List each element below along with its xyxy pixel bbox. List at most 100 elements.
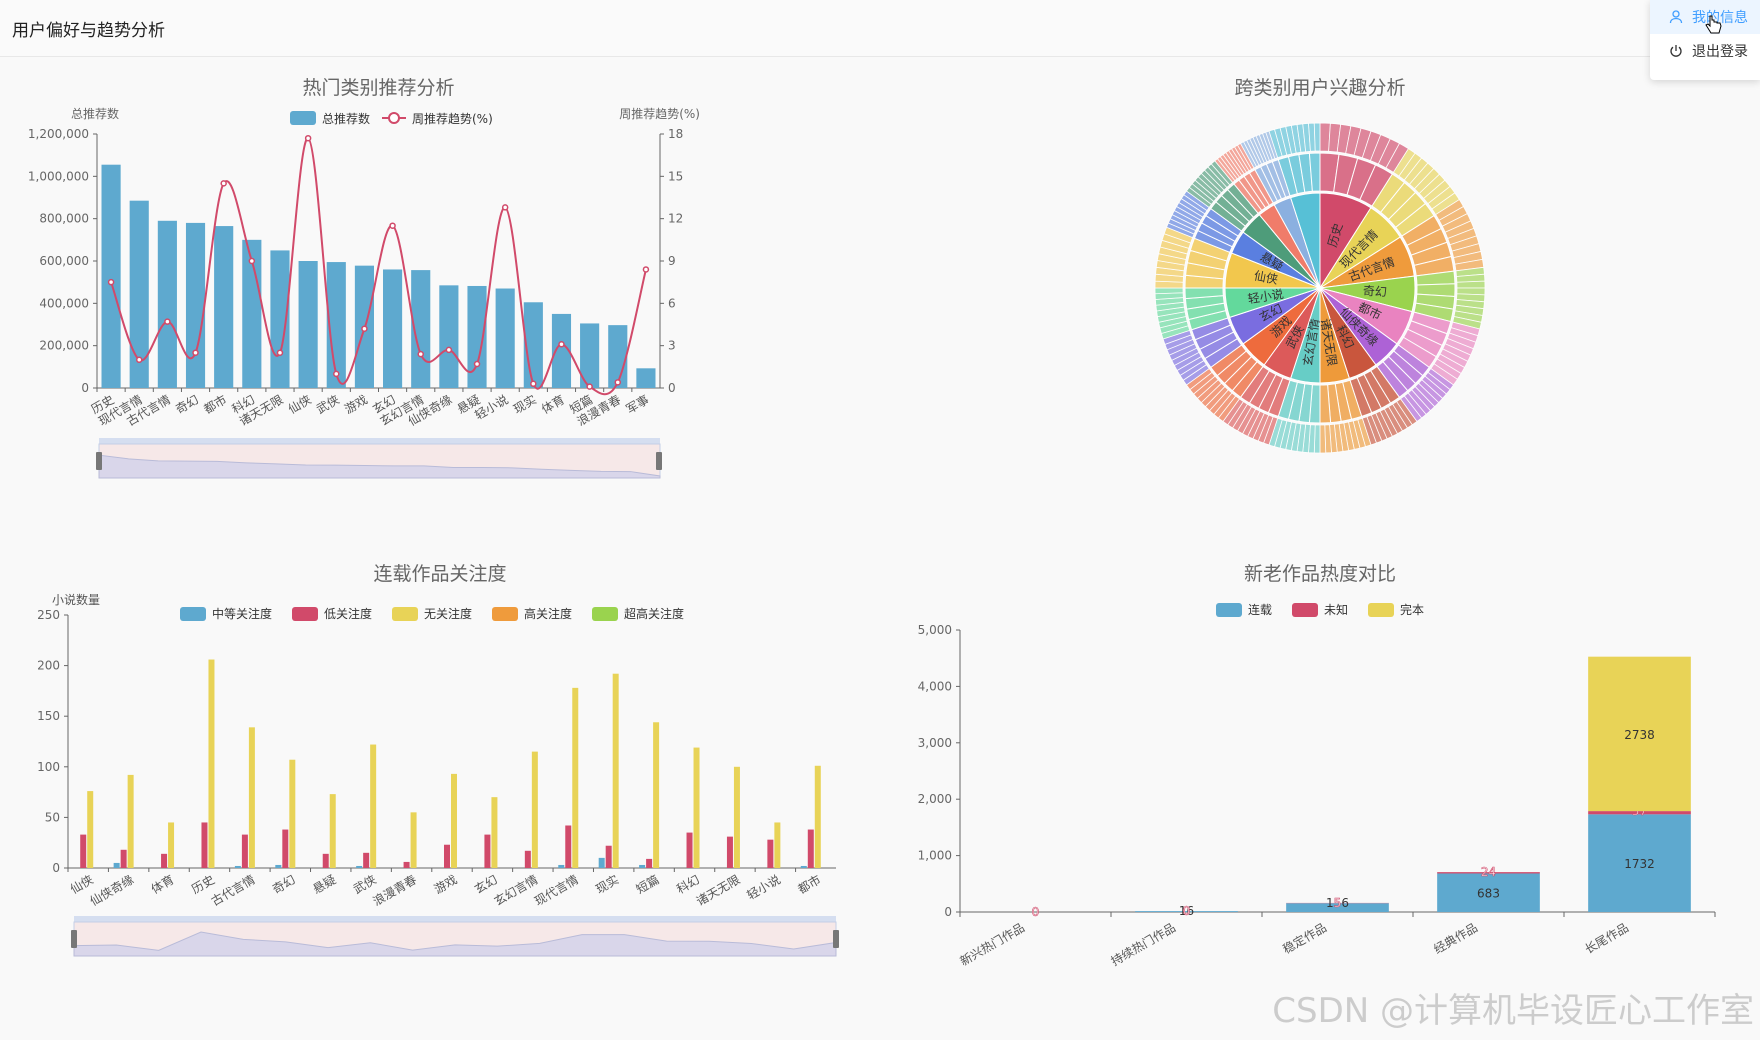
inner-slice-label: 轻小说	[1247, 286, 1285, 306]
legend-label: 总推荐数	[322, 111, 370, 126]
x-tick-label: 现实	[593, 872, 621, 897]
trend-point	[530, 380, 537, 388]
zoom-preview	[73, 931, 837, 957]
bar	[241, 834, 248, 868]
x-tick-label: 体育	[539, 392, 567, 417]
bar-data-label: 0	[1032, 905, 1040, 919]
x-tick-label: 奇幻	[270, 872, 298, 896]
bar	[451, 773, 457, 868]
y-tick-label: 3,000	[918, 736, 952, 750]
chart-title: 新老作品热度对比	[1244, 563, 1396, 585]
bar-segment	[1588, 656, 1691, 812]
trend-point	[304, 134, 312, 142]
chart-title: 跨类别用户兴趣分析	[1234, 77, 1405, 99]
x-tick-label: 武侠	[314, 392, 342, 416]
inner-slice-label: 历史	[1325, 222, 1345, 249]
x-tick-label: 轻小说	[472, 392, 511, 423]
cross-interest-chart: 跨类别用户兴趣分析 历史 现代言情 古代言情 奇幻 都市 仙侠奇缘 科幻 诸天无限 玄幻言情 武侠游…	[1040, 70, 1600, 510]
y-tick-label: 600,000	[39, 254, 89, 268]
middle-ring-slice	[1308, 152, 1321, 192]
zoom-handle-bar	[74, 916, 836, 922]
bar	[129, 200, 149, 388]
bar	[807, 829, 814, 868]
zoom-handle-right	[833, 930, 839, 948]
bar-data-label: 5	[1334, 896, 1342, 910]
zoom-handle-right	[656, 452, 662, 470]
bar	[201, 822, 208, 868]
legend-label: 超高关注度	[624, 606, 684, 621]
trend-point	[642, 266, 650, 273]
bar	[127, 774, 134, 868]
x-tick-label: 短篇	[633, 872, 661, 897]
bar	[733, 766, 740, 868]
new-old-chart: 新老作品热度对比 连载 未知 完本 0 1,000 2,000 3,000 4,000 5,000…	[890, 550, 1730, 1010]
x-tick-label: 都市	[795, 872, 823, 897]
bar	[275, 864, 282, 868]
legend-label: 低关注度	[324, 606, 372, 621]
bar-data-label: 0	[1183, 904, 1191, 918]
bar	[120, 849, 127, 868]
bar	[484, 834, 491, 868]
legend-label: 无关注度	[424, 606, 472, 621]
y-tick-label: 150	[37, 709, 60, 723]
bar	[101, 164, 121, 388]
x-tick-label: 经典作品	[1431, 920, 1480, 956]
x-tick-label: 玄幻言情	[491, 872, 540, 909]
x-tick-label: 浪漫青春	[370, 872, 419, 909]
y2-tick-label: 9	[668, 254, 676, 268]
legend-swatch	[392, 607, 418, 621]
legend-label: 连载	[1248, 602, 1272, 617]
x-tick-label: 玄幻	[472, 872, 500, 897]
y-tick-label: 0	[81, 381, 89, 395]
trend-point	[389, 222, 396, 229]
bar	[646, 858, 653, 868]
bar	[208, 659, 215, 868]
bar-data-label: 2738	[1624, 728, 1655, 742]
x-tick-label: 体育	[148, 872, 176, 897]
inner-slice	[1290, 192, 1321, 289]
x-tick-label: 奇幻	[173, 392, 201, 416]
bar	[726, 836, 733, 868]
bar	[774, 822, 781, 868]
bar	[363, 852, 370, 868]
bar	[444, 844, 450, 868]
power-icon	[1670, 45, 1682, 57]
legend-swatch	[492, 607, 518, 621]
menu-item-logout[interactable]: 退出登录	[1650, 34, 1760, 68]
trend-point	[248, 257, 256, 265]
legend-swatch	[292, 607, 318, 621]
y-tick-label: 200,000	[39, 339, 89, 353]
x-tick-label: 长尾作品	[1582, 920, 1631, 956]
menu-item-my-info[interactable]: 我的信息	[1650, 0, 1760, 34]
top-bar: 用户偏好与趋势分析	[0, 0, 1760, 57]
y-tick-label: 1,000	[918, 849, 952, 863]
bar	[598, 857, 605, 868]
bar	[612, 673, 619, 868]
bar	[814, 765, 821, 868]
bar	[495, 288, 515, 388]
bar	[410, 812, 417, 868]
menu-item-label: 我的信息	[1692, 10, 1748, 26]
bar	[168, 822, 175, 868]
bar	[411, 270, 431, 388]
bar-segment	[1135, 911, 1238, 912]
y-tick-label: 1,200,000	[28, 127, 89, 141]
bar	[289, 759, 296, 868]
bar-data-label: 16	[1179, 904, 1194, 918]
y-tick-label: 50	[45, 810, 60, 824]
y2-axis-label: 周推荐趋势(%)	[619, 107, 700, 121]
x-tick-label: 游戏	[342, 392, 370, 416]
legend-swatch	[592, 607, 618, 621]
x-tick-label: 仙侠奇缘	[88, 872, 137, 908]
bar	[636, 368, 656, 388]
trend-point	[586, 383, 593, 390]
chart-title: 连载作品关注度	[373, 563, 506, 585]
bar-data-label: 1732	[1624, 857, 1655, 871]
x-tick-label: 现实	[511, 392, 539, 417]
bar	[439, 285, 459, 388]
x-tick-label: 轻小说	[744, 872, 783, 903]
legend-swatch	[1368, 603, 1394, 617]
bar	[800, 865, 807, 868]
x-tick-label: 都市	[201, 392, 229, 417]
